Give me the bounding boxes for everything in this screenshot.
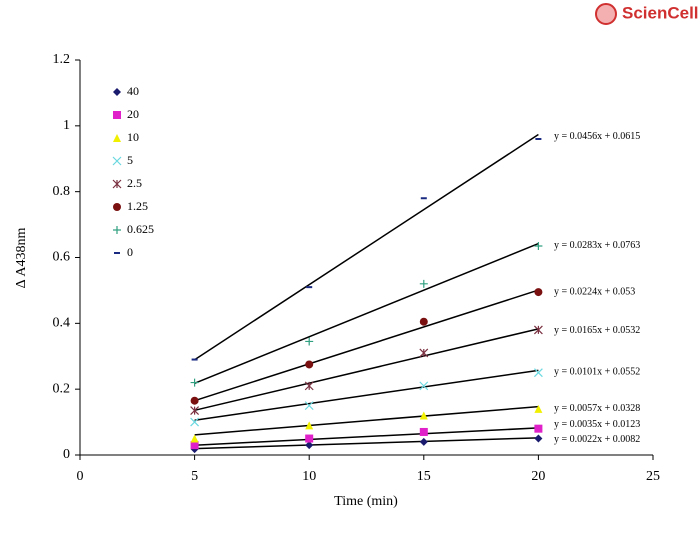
equation-label: y = 0.0165x + 0.0532 [554,325,640,336]
trendline [194,405,539,436]
marker [535,138,542,140]
marker [190,406,200,415]
marker [305,434,314,443]
x-tick-label: 5 [191,469,198,484]
legend-label: 20 [127,107,139,121]
y-tick-label: 0 [63,447,70,462]
marker [534,288,543,297]
marker [112,156,122,166]
equation-label: y = 0.0224x + 0.053 [554,286,635,297]
marker [112,179,122,189]
marker [305,421,314,430]
marker [113,226,121,234]
y-tick-label: 0.2 [53,381,71,396]
marker [306,286,313,289]
legend-label: 10 [127,130,139,144]
marker [305,441,314,450]
marker [533,325,543,335]
marker [419,427,428,436]
trendline [194,427,539,446]
marker [419,317,428,326]
equation-label: y = 0.0022x + 0.0082 [554,434,640,445]
equation-label: y = 0.0035x + 0.0123 [554,419,640,430]
marker [113,88,121,96]
trendline [194,328,539,412]
y-tick-label: 1.2 [53,52,71,67]
legend-label: 0 [127,245,133,259]
marker [420,197,427,200]
marker [190,434,199,443]
equation-label: y = 0.0456x + 0.0615 [554,131,640,142]
trendline [194,133,539,361]
y-tick-label: 0.4 [53,316,71,331]
marker [113,203,121,211]
marker [534,404,543,413]
x-tick-label: 15 [417,469,431,484]
marker [534,241,543,250]
legend-label: 2.5 [127,176,142,190]
marker [534,424,543,433]
marker [419,348,429,358]
trendline [194,242,539,385]
marker [304,381,314,391]
trendline [194,369,539,421]
x-axis-label: Time (min) [334,494,398,509]
logo-icon [595,3,617,25]
marker [419,381,429,391]
legend-label: 5 [127,153,133,167]
y-tick-label: 0.6 [53,250,71,265]
y-axis-label: Δ A438nm [14,228,29,289]
legend-label: 40 [127,84,139,98]
legend-label: 0.625 [127,222,154,236]
trendline [194,289,539,402]
y-tick-label: 1 [63,118,70,133]
marker [533,368,543,378]
marker [190,396,199,405]
marker [113,134,121,142]
marker [305,337,314,346]
marker [190,378,199,387]
equation-label: y = 0.0057x + 0.0328 [554,403,640,414]
logo: ScienCell [622,3,699,22]
marker [190,441,199,450]
x-tick-label: 0 [77,469,84,484]
marker [534,434,543,443]
equation-label: y = 0.0101x + 0.0552 [554,367,640,378]
x-tick-label: 20 [531,469,545,484]
x-tick-label: 10 [302,469,316,484]
x-tick-label: 25 [646,469,660,484]
trendline [194,437,539,450]
marker [113,111,121,119]
marker [114,252,120,254]
marker [419,411,428,420]
legend-label: 1.25 [127,199,148,213]
marker [304,401,314,411]
equation-label: y = 0.0283x + 0.0763 [554,240,640,251]
marker [419,437,428,446]
marker [190,417,200,427]
y-tick-label: 0.8 [53,184,71,199]
marker [191,358,198,361]
marker [305,360,314,369]
marker [419,279,428,288]
